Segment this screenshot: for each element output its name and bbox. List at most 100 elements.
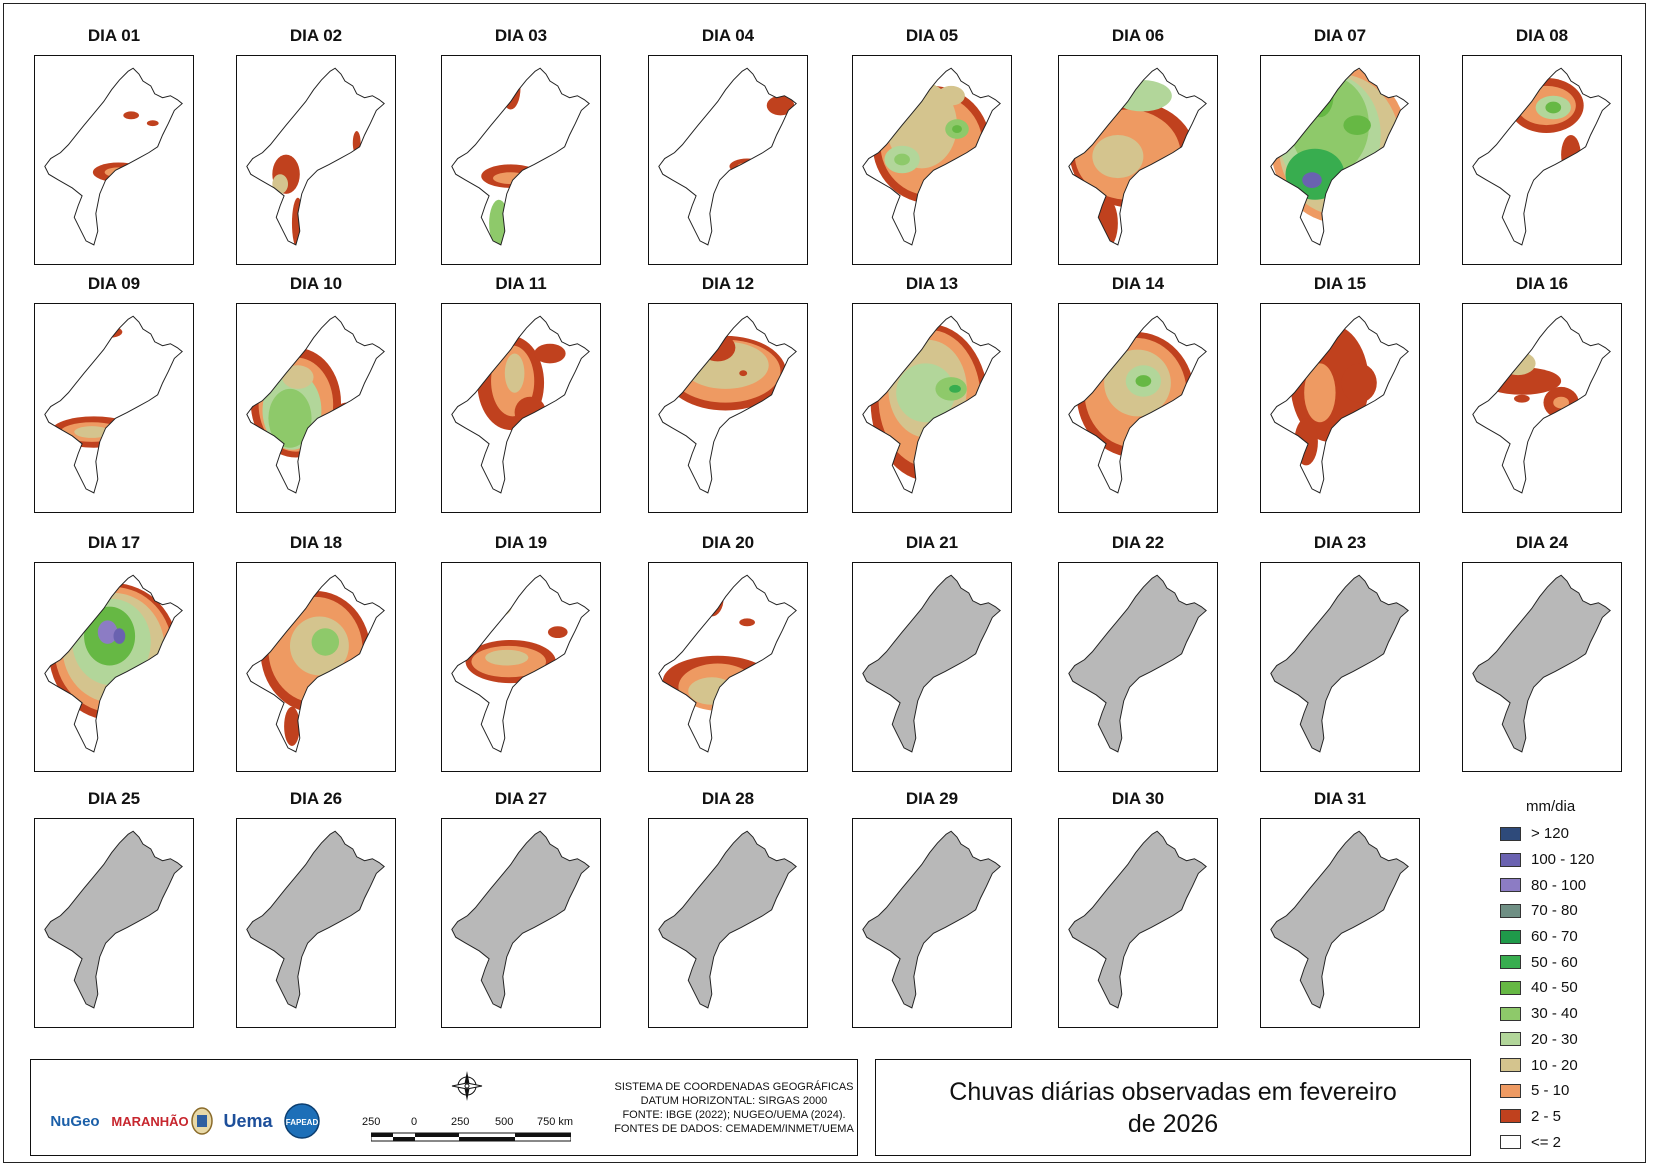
legend-label: 70 - 80: [1531, 902, 1578, 920]
legend-title: mm/dia: [1526, 798, 1576, 815]
state-outline: [246, 315, 385, 494]
legend-label: 50 - 60: [1531, 953, 1578, 971]
legend-swatch: [1500, 980, 1521, 995]
rain-zone: [688, 677, 736, 705]
state-outline: [862, 574, 1001, 753]
rain-zone: [739, 370, 748, 377]
day-label: DIA 22: [1111, 533, 1165, 552]
state-map: [1472, 67, 1611, 246]
rain-zone: [284, 706, 300, 746]
day-label: DIA 01: [87, 26, 141, 45]
state-outline: [1270, 830, 1409, 1009]
day-map-panel: [648, 818, 808, 1028]
rain-zone: [1302, 172, 1322, 188]
legend-item: 30 - 40: [1500, 1001, 1630, 1027]
day-label: DIA 29: [905, 789, 959, 808]
legend-swatch: [1500, 1109, 1521, 1124]
state-map: [658, 830, 797, 1009]
day-label: DIA 25: [87, 789, 141, 808]
rain-zone: [493, 172, 529, 185]
rain-zone: [272, 174, 289, 194]
day-map-panel: [236, 818, 396, 1028]
day-map-panel: [236, 303, 396, 513]
day-label: DIA 19: [494, 533, 548, 552]
rain-zone: [694, 68, 722, 92]
day-map-panel: [441, 818, 601, 1028]
rain-zone: [700, 72, 716, 84]
state-outline: [44, 67, 183, 246]
state-map: [451, 67, 590, 246]
rain-zone: [896, 363, 956, 423]
day-label: DIA 09: [87, 274, 141, 293]
day-map-panel: [852, 818, 1012, 1028]
legend-label: 20 - 30: [1531, 1030, 1578, 1048]
rain-zone: [766, 95, 795, 116]
scale-tick: 500: [495, 1116, 514, 1128]
legend-item: > 120: [1500, 821, 1630, 847]
state-outline: [1270, 315, 1409, 494]
day-label: DIA 14: [1111, 274, 1165, 293]
credits-line: SISTEMA DE COORDENADAS GEOGRÁFICAS: [614, 1081, 854, 1093]
legend-swatch: [1500, 1032, 1521, 1047]
state-outline: [1270, 574, 1409, 753]
state-map: [1068, 67, 1207, 246]
day-map-panel: [236, 562, 396, 772]
day-map-panel: [1462, 562, 1622, 772]
state-map: [451, 830, 590, 1009]
day-map-panel: [34, 55, 194, 265]
rain-zone: [92, 162, 144, 183]
rain-zone: [1545, 101, 1562, 114]
svg-text:FAPEAD: FAPEAD: [286, 1118, 319, 1127]
credits-line: DATUM HORIZONTAL: SIRGAS 2000: [640, 1095, 828, 1107]
legend-label: 40 - 50: [1531, 979, 1578, 997]
rain-zone: [1092, 134, 1144, 179]
legend-item: 2 - 5: [1500, 1104, 1630, 1130]
day-label: DIA 15: [1313, 274, 1367, 293]
rain-zone: [1112, 80, 1172, 112]
rain-zone: [949, 384, 961, 393]
title-box: Chuvas diárias observadas em fevereiro d…: [875, 1059, 1471, 1156]
state-fill: [1472, 316, 1611, 493]
legend-swatch: [1500, 1135, 1521, 1150]
scale-tick: 750 km: [537, 1116, 574, 1128]
legend-label: 80 - 100: [1531, 876, 1587, 894]
legend-label: > 120: [1531, 825, 1569, 843]
legend-label: 60 - 70: [1531, 928, 1578, 946]
state-map: [1270, 67, 1409, 246]
legend-swatch: [1500, 878, 1521, 893]
state-outline: [1068, 574, 1207, 753]
legend-item: 70 - 80: [1500, 898, 1630, 924]
scale-bar: [370, 1130, 572, 1149]
rain-zone: [534, 343, 566, 364]
state-outline: [1068, 830, 1207, 1009]
rain-zone: [894, 153, 910, 166]
day-label: DIA 04: [701, 26, 755, 45]
state-map: [862, 67, 1001, 246]
state-fill: [246, 68, 385, 245]
rain-zone: [94, 326, 123, 338]
uema-logo: Uema: [221, 1100, 275, 1142]
state-outline: [658, 67, 797, 246]
state-outline: [44, 574, 183, 753]
day-map-panel: [236, 55, 396, 265]
state-map: [1068, 574, 1207, 753]
map-title: Chuvas diárias observadas em fevereiro d…: [949, 1077, 1397, 1138]
legend-item: 40 - 50: [1500, 975, 1630, 1001]
rain-zone: [146, 120, 159, 127]
day-map-panel: [1462, 303, 1622, 513]
rain-zone: [700, 581, 724, 617]
day-map-panel: [648, 303, 808, 513]
day-label: DIA 20: [701, 533, 755, 552]
map-credits: SISTEMA DE COORDENADAS GEOGRÁFICAS DATUM…: [609, 1080, 859, 1136]
state-outline: [658, 574, 797, 753]
state-outline: [246, 830, 385, 1009]
day-label: DIA 23: [1313, 533, 1367, 552]
rain-zone: [1135, 375, 1152, 387]
rain-zone: [282, 365, 314, 389]
day-label: DIA 08: [1515, 26, 1569, 45]
state-outline: [1472, 315, 1611, 494]
rain-zone: [113, 628, 126, 644]
state-fill: [44, 68, 183, 245]
scale-tick: 250: [451, 1116, 470, 1128]
legend-item: 60 - 70: [1500, 924, 1630, 950]
